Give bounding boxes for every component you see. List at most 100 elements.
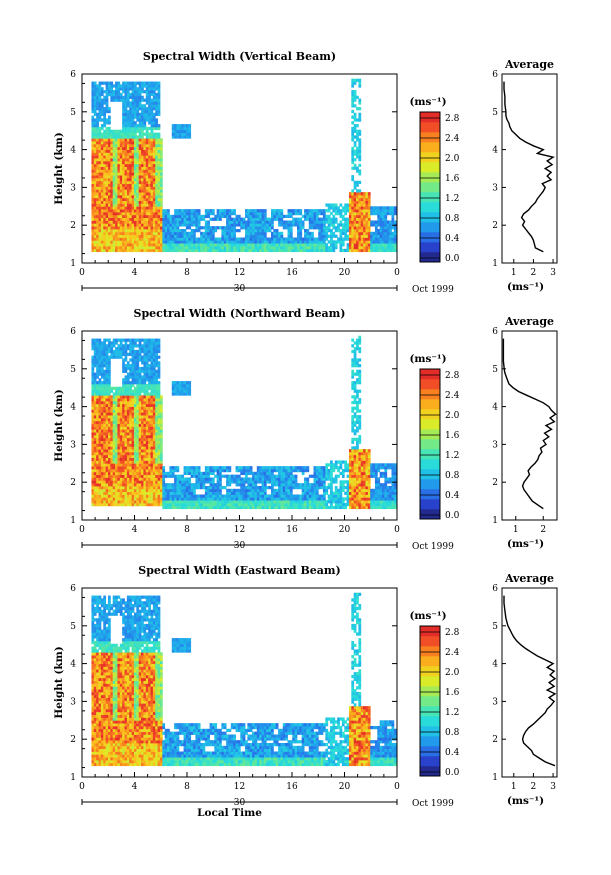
heatmap-cell — [91, 392, 95, 396]
heatmap-cell — [233, 220, 236, 224]
heatmap-cell — [159, 248, 163, 253]
heatmap-cell — [344, 228, 347, 233]
heatmap-cell — [169, 500, 173, 504]
heatmap-cell — [155, 163, 158, 167]
heatmap-cell — [155, 457, 158, 461]
heatmap-cell — [131, 141, 135, 145]
heatmap-cell — [159, 149, 163, 153]
heatmap-cell — [96, 395, 99, 399]
heatmap-cell — [148, 107, 151, 111]
colorbar-tick-label: 0.8 — [445, 214, 460, 224]
heatmap-cell — [138, 138, 142, 142]
heatmap-cell — [105, 409, 109, 413]
heatmap-cell — [91, 189, 95, 193]
heatmap-cell — [107, 347, 111, 351]
heatmap-cell — [141, 491, 144, 495]
heatmap-cell — [103, 364, 107, 368]
heatmap-cell — [159, 429, 163, 433]
heatmap-cell — [115, 460, 118, 464]
heatmap-cell — [190, 223, 194, 227]
heatmap-cell — [105, 463, 109, 467]
heatmap-cell — [266, 223, 270, 227]
heatmap-cell — [133, 175, 137, 179]
heatmap-cell — [254, 217, 258, 221]
heatmap-cell — [96, 417, 99, 422]
heatmap-cell — [124, 426, 128, 430]
heatmap-cell — [93, 243, 97, 247]
heatmap-cell — [115, 494, 118, 498]
heatmap-cell — [110, 406, 114, 410]
heatmap-cell — [136, 454, 140, 459]
heatmap-cell — [145, 231, 149, 236]
heatmap-cell — [358, 211, 362, 216]
heatmap-cell — [289, 226, 293, 230]
heatmap-cell — [190, 214, 194, 219]
heatmap-cell — [110, 398, 114, 402]
heatmap-cell — [271, 211, 274, 216]
heatmap-cell — [285, 237, 288, 241]
heatmap-cell — [183, 237, 187, 241]
heatmap-cell — [252, 226, 255, 230]
heatmap-cell — [107, 214, 111, 219]
heatmap-cell — [122, 451, 125, 456]
heatmap-cell — [145, 146, 149, 150]
heatmap-cell — [91, 485, 95, 490]
heatmap-cell — [107, 92, 111, 97]
heatmap-cell — [382, 237, 385, 241]
heatmap-cell — [152, 166, 156, 170]
heatmap-cell — [107, 471, 111, 476]
heatmap-cell — [124, 446, 128, 450]
heatmap-cell — [91, 87, 95, 91]
heatmap-cell — [150, 214, 154, 219]
heatmap-cell — [93, 189, 97, 193]
heatmap-cell — [131, 463, 135, 467]
heatmap-cell — [197, 228, 201, 233]
heatmap-cell — [133, 237, 137, 241]
heatmap-cell — [150, 443, 154, 447]
heatmap-cell — [226, 220, 229, 224]
heatmap-cell — [223, 226, 227, 230]
heatmap-cell — [141, 474, 144, 478]
heatmap-cell — [219, 209, 222, 213]
heatmap-cell — [103, 480, 107, 484]
heatmap-cell — [129, 172, 133, 176]
heatmap-cell — [112, 502, 116, 507]
heatmap-cell — [365, 231, 369, 236]
heatmap-cell — [112, 446, 116, 450]
heatmap-cell — [268, 243, 272, 247]
heatmap-cell — [176, 132, 180, 136]
heatmap-cell — [103, 177, 107, 182]
heatmap-cell — [263, 237, 267, 241]
heatmap-cell — [183, 217, 187, 221]
heatmap-cell — [91, 160, 95, 165]
heatmap-cell — [204, 214, 208, 219]
heatmap-cell — [226, 231, 229, 236]
heatmap-cell — [138, 440, 142, 444]
heatmap-cell — [228, 214, 232, 219]
heatmap-cell — [259, 248, 262, 253]
heatmap-cell — [301, 237, 305, 241]
heatmap-cell — [98, 163, 102, 167]
heatmap-cell — [348, 228, 352, 233]
heatmap-cell — [133, 426, 137, 430]
heatmap-cell — [133, 366, 137, 371]
heatmap-cell — [141, 237, 144, 241]
heatmap-cell — [190, 245, 194, 250]
heatmap-cell — [133, 488, 137, 493]
heatmap-cell — [136, 420, 140, 424]
heatmap-cell — [320, 209, 324, 213]
heatmap-cell — [152, 449, 156, 453]
heatmap-cell — [148, 169, 151, 173]
heatmap-cell — [159, 403, 163, 407]
heatmap-cell — [148, 338, 151, 342]
heatmap-cell — [275, 234, 279, 238]
heatmap-cell — [126, 245, 130, 250]
heatmap-cell — [249, 211, 253, 216]
heatmap-cell — [143, 378, 147, 382]
heatmap-cell — [110, 474, 114, 478]
heatmap-cell — [91, 494, 95, 498]
heatmap-cell — [174, 245, 177, 250]
heatmap-cell — [256, 240, 260, 244]
heatmap-cell — [294, 220, 298, 224]
heatmap-cell — [230, 248, 234, 253]
